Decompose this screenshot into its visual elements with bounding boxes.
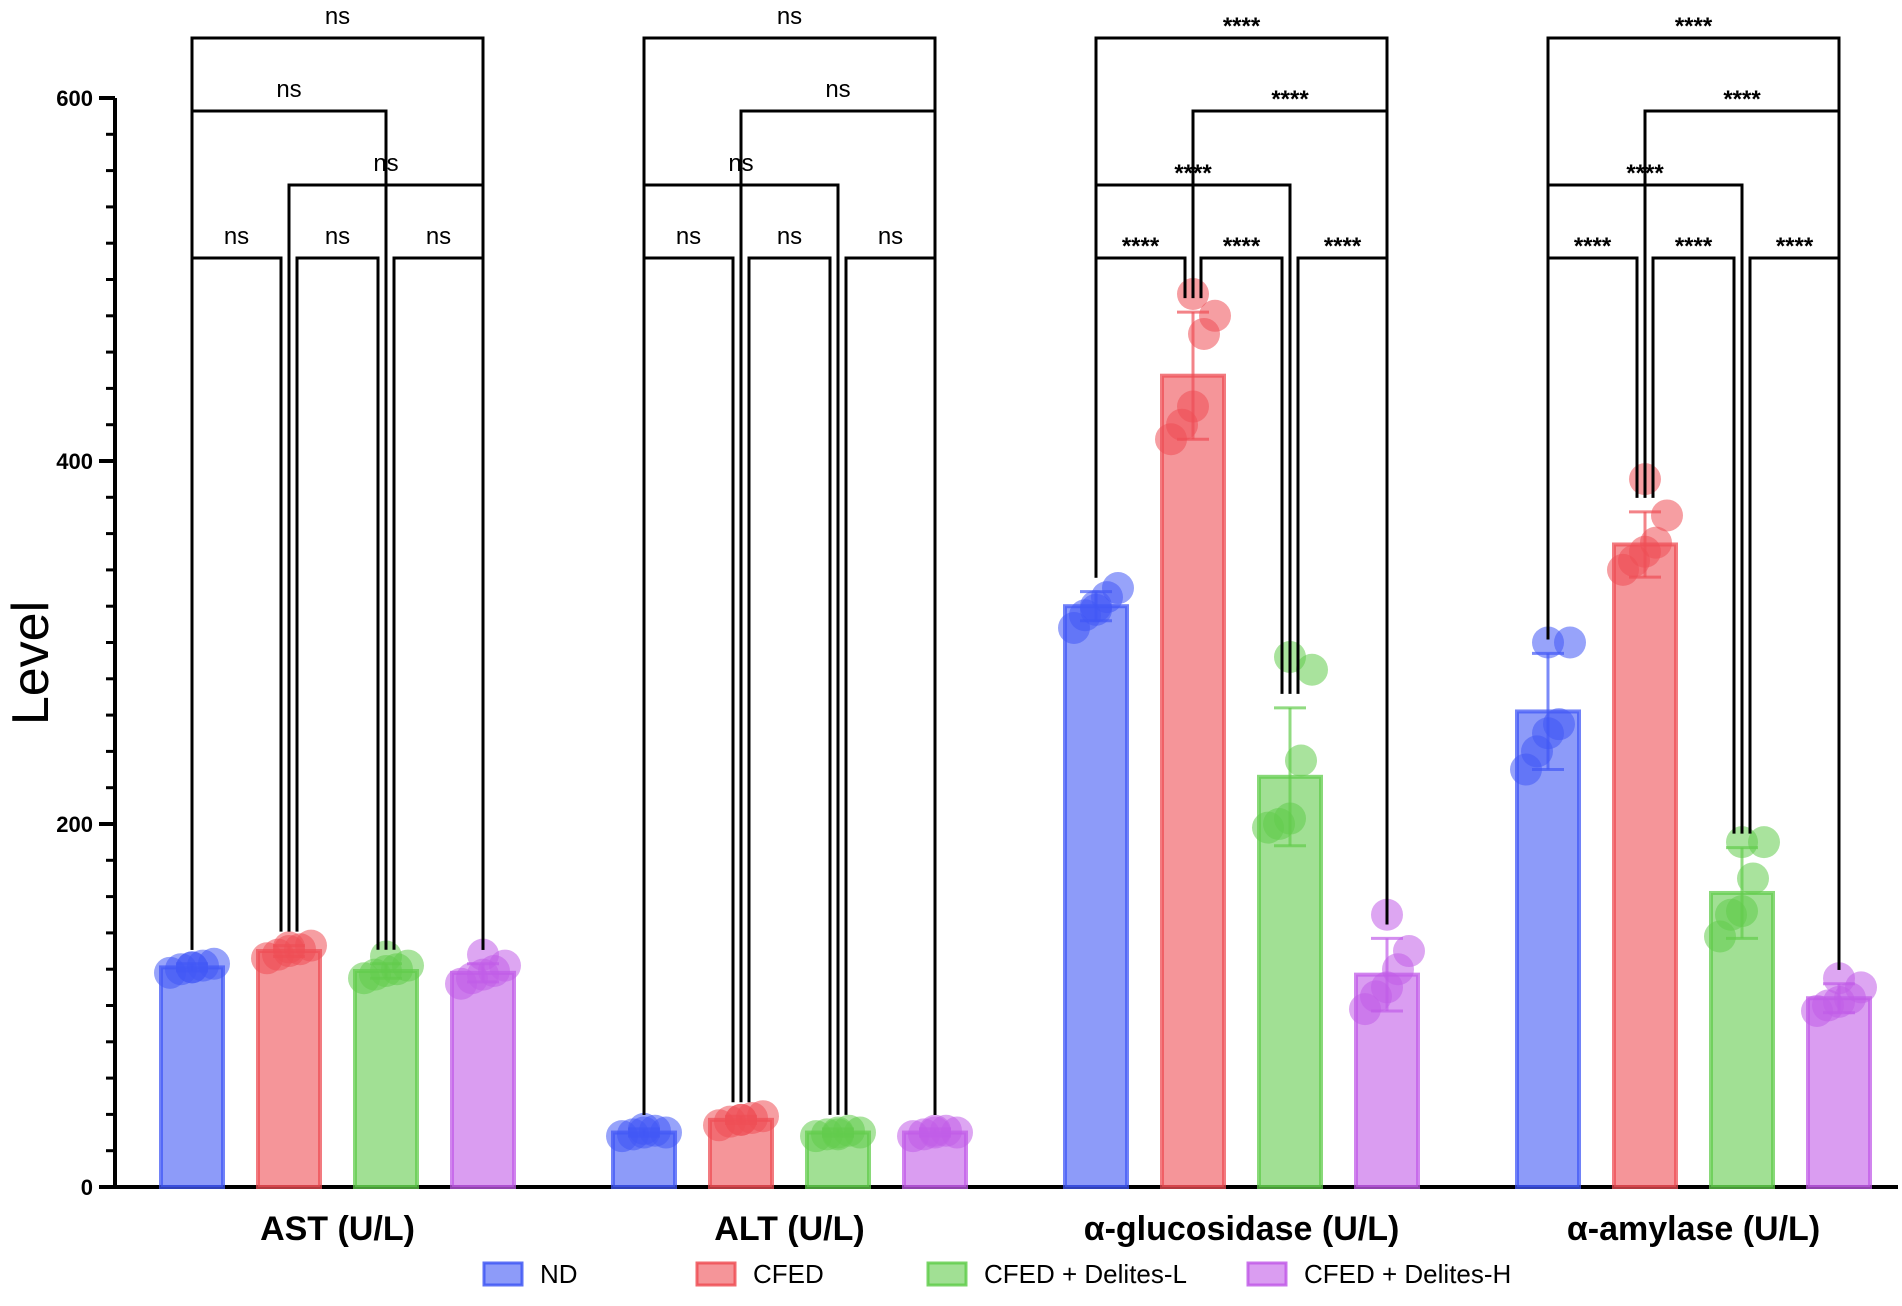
significance-label: ns [426, 223, 451, 250]
data-point [1726, 895, 1758, 928]
significance-bracket [392, 256, 485, 950]
data-point [1640, 526, 1672, 559]
significance-label: ns [777, 223, 802, 250]
significance-label: ns [224, 223, 249, 250]
y-tick-label: 400 [56, 449, 93, 474]
significance-bracket [642, 256, 735, 1115]
bar [256, 949, 322, 1189]
significance-label: **** [1723, 86, 1761, 113]
data-point [1726, 826, 1758, 859]
data-point [1748, 826, 1780, 859]
x-category-label: α-glucosidase (U/L) [1084, 1210, 1400, 1248]
significance-label: ns [676, 223, 701, 250]
bar [159, 965, 225, 1190]
y-axis-title: Level [2, 601, 60, 725]
significance-label: **** [1223, 13, 1261, 40]
legend-label: ND [540, 1259, 578, 1289]
significance-label: ns [777, 3, 802, 30]
data-point [176, 951, 208, 984]
data-point [1543, 708, 1575, 741]
significance-bracket [1546, 36, 1841, 970]
significance-label: **** [1574, 233, 1612, 260]
bar [1063, 604, 1129, 1189]
data-point [1651, 499, 1683, 532]
bar [1612, 542, 1678, 1189]
y-tick-label: 600 [56, 86, 93, 111]
data-point [628, 1112, 660, 1145]
significance-label: ns [878, 223, 903, 250]
legend-swatch [695, 1261, 737, 1287]
legend-label: CFED [753, 1259, 824, 1289]
significance-label: **** [1324, 233, 1362, 260]
data-point [467, 938, 499, 971]
data-point [725, 1103, 757, 1136]
y-tick-label: 0 [81, 1175, 93, 1200]
y-tick-label: 200 [56, 812, 93, 837]
significance-label: ns [325, 223, 350, 250]
significance-bracket [844, 256, 937, 1115]
x-category-label: α-amylase (U/L) [1567, 1210, 1820, 1248]
data-point [919, 1114, 951, 1147]
legend-label: CFED + Delites-L [984, 1259, 1187, 1289]
legend-label: CFED + Delites-H [1304, 1259, 1511, 1289]
significance-label: **** [1675, 233, 1713, 260]
significance-label: **** [1675, 13, 1713, 40]
significance-label: ns [276, 76, 301, 103]
significance-bracket [1199, 256, 1284, 694]
data-point [1199, 299, 1231, 332]
data-point [1554, 626, 1586, 659]
significance-bracket [747, 256, 832, 1115]
data-point [1274, 802, 1306, 835]
data-point [1080, 593, 1112, 626]
legend-swatch [926, 1261, 968, 1287]
data-point [1102, 572, 1134, 605]
bar [1806, 996, 1872, 1189]
bar [450, 970, 516, 1190]
significance-bracket [190, 36, 485, 950]
bar [1515, 709, 1581, 1189]
data-point [1532, 626, 1564, 659]
data-point [1737, 862, 1769, 895]
significance-bracket [295, 256, 380, 950]
data-point [1393, 935, 1425, 968]
data-point [273, 931, 305, 964]
significance-bracket [642, 36, 937, 1115]
significance-label: ns [325, 3, 350, 30]
significance-bracket [1094, 36, 1389, 925]
significance-bracket [1748, 256, 1841, 970]
legend-swatch [1246, 1261, 1288, 1287]
data-point [1177, 390, 1209, 423]
significance-label: **** [1122, 233, 1160, 260]
x-category-label: AST (U/L) [260, 1210, 415, 1248]
x-category-label: ALT (U/L) [714, 1210, 864, 1248]
significance-bracket [190, 256, 283, 950]
significance-label: ns [825, 76, 850, 103]
significance-label: **** [1776, 233, 1814, 260]
significance-bracket [1651, 256, 1736, 834]
bar [1160, 373, 1226, 1189]
significance-label: **** [1271, 86, 1309, 113]
legend-swatch [482, 1261, 524, 1287]
data-point [1285, 744, 1317, 777]
bar [353, 969, 419, 1190]
significance-label: **** [1223, 233, 1261, 260]
data-point [1823, 962, 1855, 995]
data-point [822, 1118, 854, 1151]
